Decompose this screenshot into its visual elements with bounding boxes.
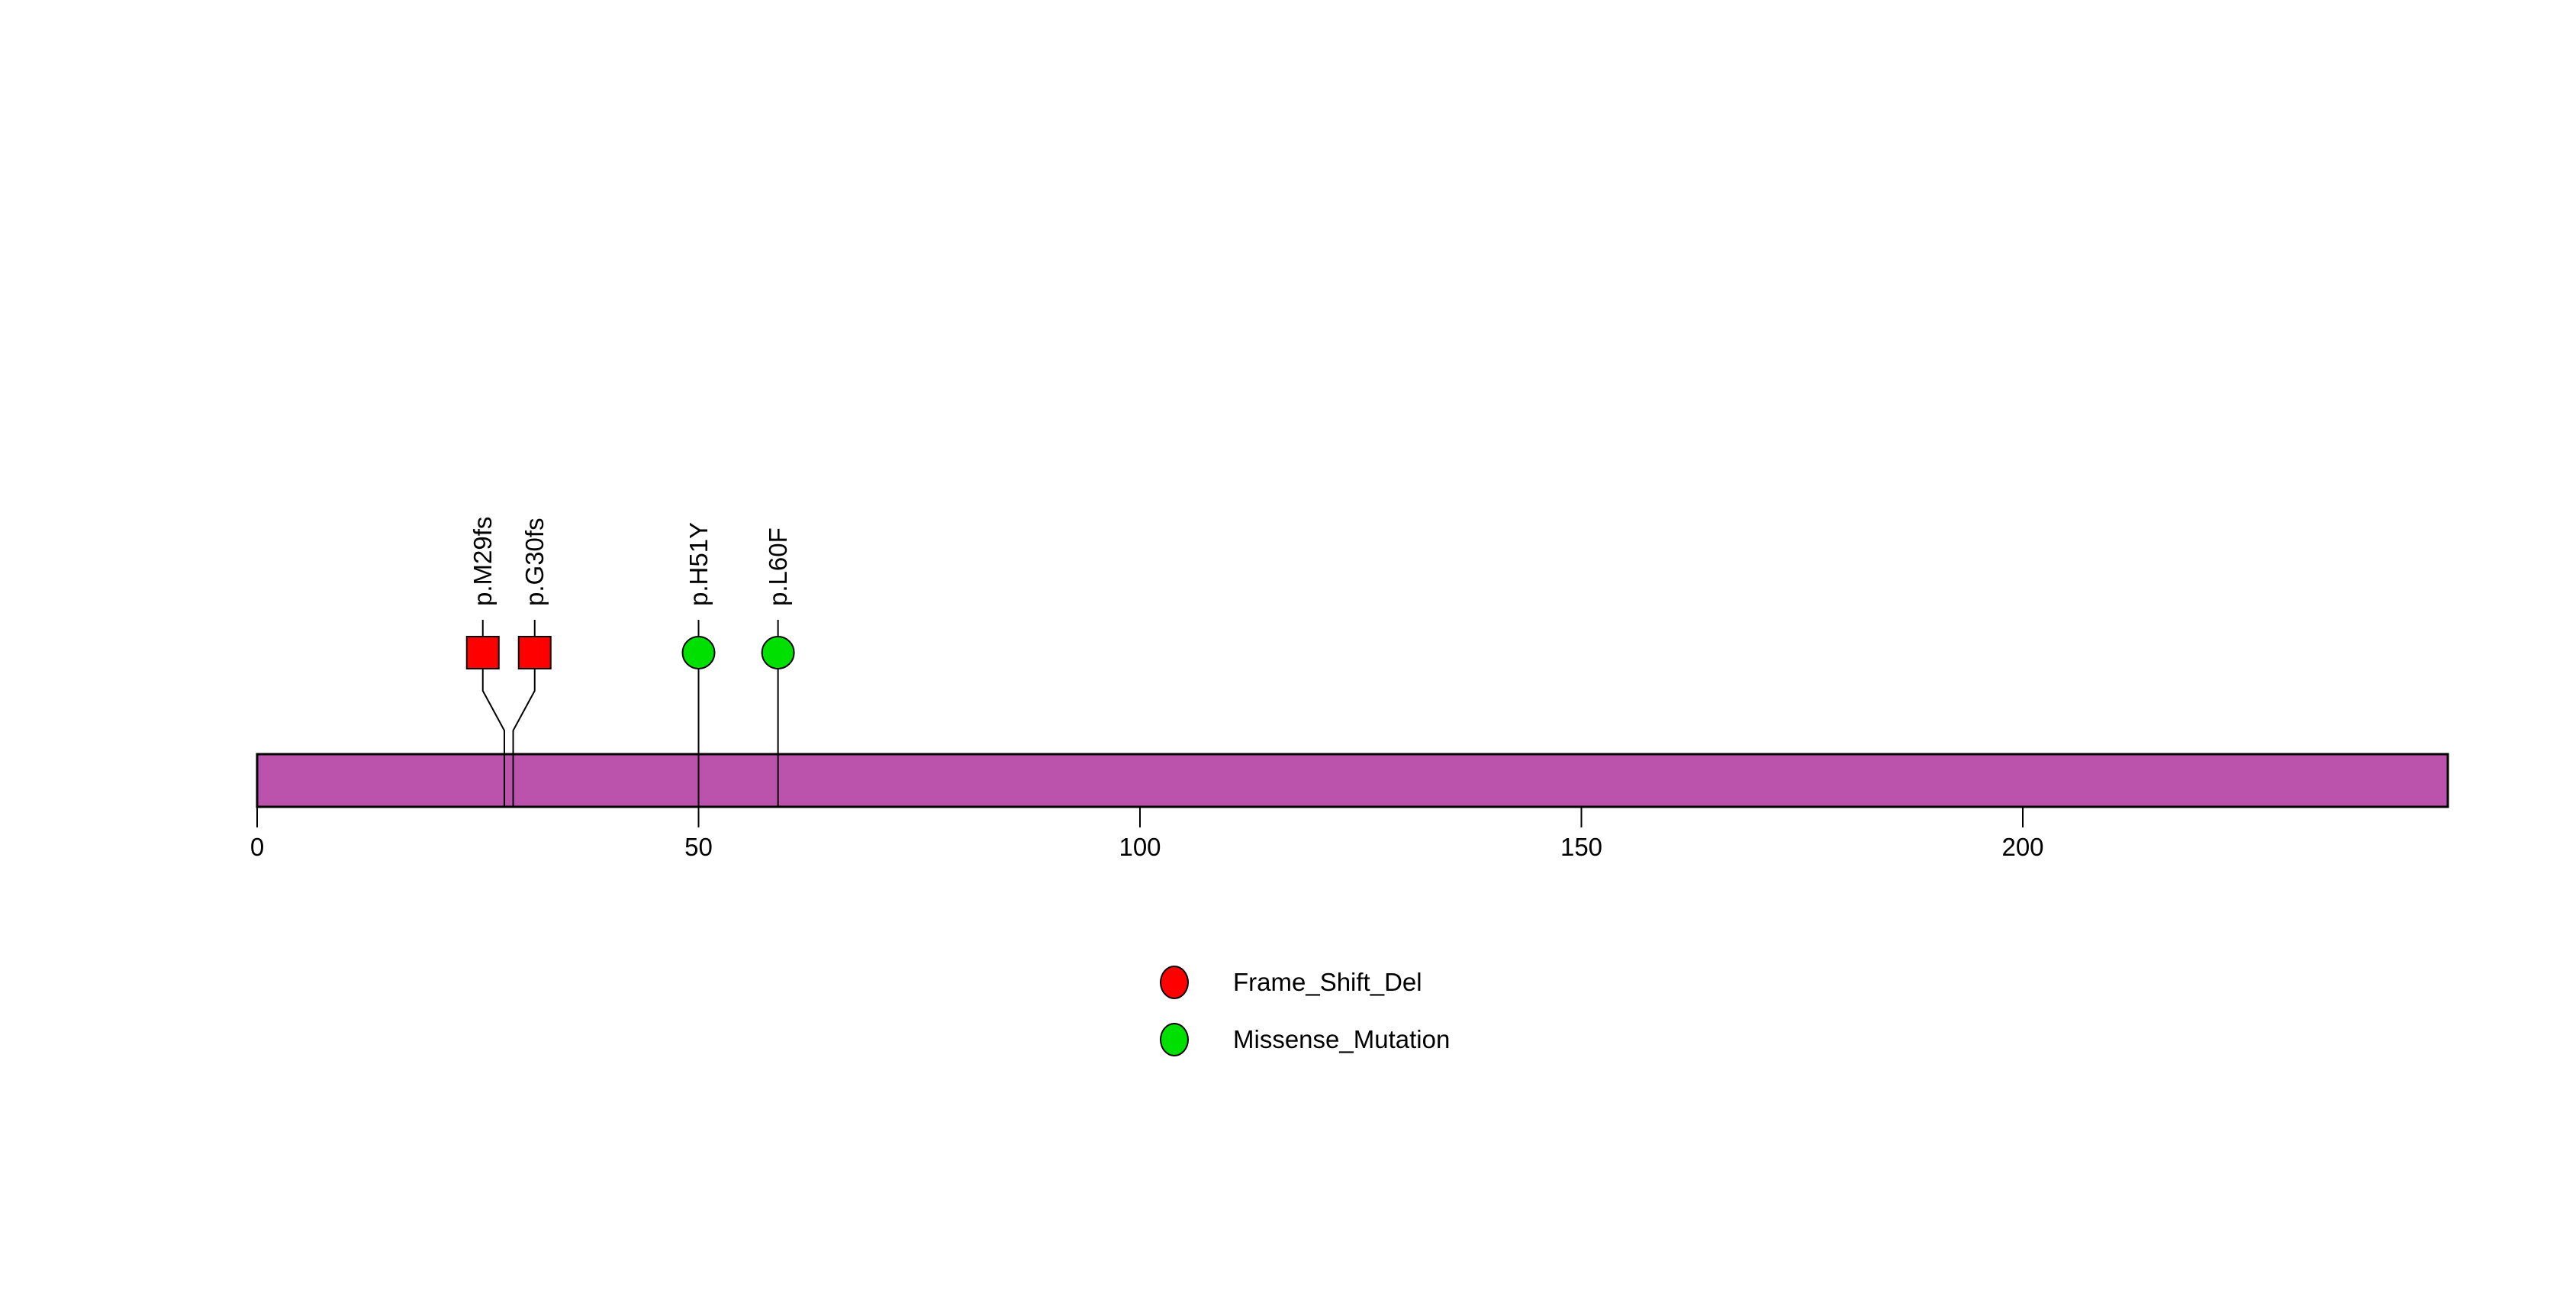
legend-swatch-circle (1160, 1023, 1189, 1056)
mutation-label: p.M29fs (469, 517, 497, 606)
x-axis-tick-label: 0 (250, 833, 264, 861)
mutation-label: p.H51Y (684, 522, 713, 606)
mutation-label: p.L60F (764, 527, 792, 606)
mutation-marker-frame-shift-del (517, 636, 552, 669)
x-axis-tick-label: 150 (1560, 833, 1602, 861)
legend-item: Frame_Shift_Del (1160, 966, 1450, 999)
x-axis-tick-label: 50 (684, 833, 713, 861)
legend: Frame_Shift_Del Missense_Mutation (1160, 966, 1450, 1080)
x-axis-tick-label: 100 (1119, 833, 1161, 861)
mutation-label: p.G30fs (520, 518, 549, 606)
legend-label: Frame_Shift_Del (1233, 968, 1422, 996)
legend-item: Missense_Mutation (1160, 1023, 1450, 1056)
mutation-marker-missense-mutation (681, 636, 716, 669)
mutation-marker-frame-shift-del (465, 636, 500, 669)
protein-backbone-bar (256, 753, 2449, 808)
legend-label: Missense_Mutation (1233, 1025, 1451, 1053)
legend-swatch-circle (1160, 966, 1189, 999)
mutation-marker-missense-mutation (761, 636, 795, 669)
x-axis-tick-label: 200 (2001, 833, 2043, 861)
